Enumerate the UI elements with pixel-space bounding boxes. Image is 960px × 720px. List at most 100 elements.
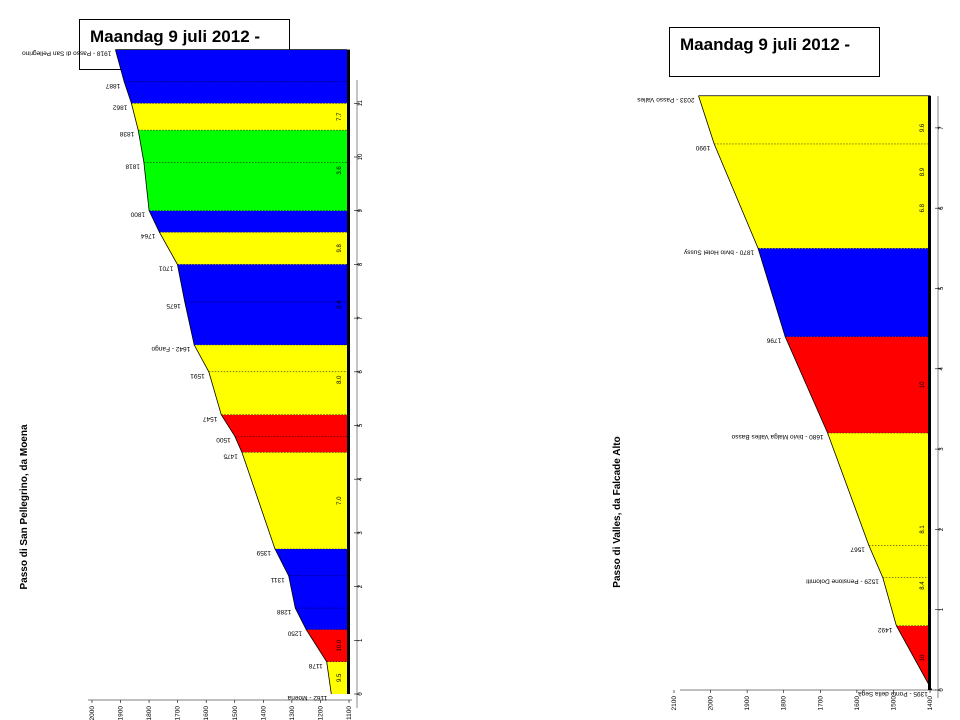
altitude-axis-tick-label: 1600 <box>854 696 861 711</box>
chart-title: Passo di San Pellegrino, da Moena <box>19 424 30 589</box>
km-axis-tick-label: 10 <box>358 153 364 160</box>
altitude-point-label: 1675 <box>166 302 181 309</box>
altitude-point-label: 1800 <box>130 211 145 218</box>
profile-outline <box>698 95 933 691</box>
baseline-bar <box>928 95 931 690</box>
km-axis-tick-label: 4 <box>358 477 364 481</box>
altitude-axis-tick-label: 1400 <box>260 706 267 720</box>
km-axis-tick-label: 2 <box>358 584 364 588</box>
altitude-point-label: 1567 <box>850 545 865 552</box>
profile-segment <box>326 661 347 694</box>
altitude-axis-tick-label: 1700 <box>817 696 824 711</box>
altitude-point-label: 1311 <box>270 576 284 583</box>
grade-label: 9.8 <box>337 243 343 252</box>
altitude-point-label: 1359 <box>256 549 271 556</box>
profile-segment <box>785 336 930 434</box>
profile-outline <box>115 49 332 695</box>
altitude-point-label: 1492 <box>878 626 893 633</box>
profile-segment <box>241 452 347 550</box>
altitude-axis-tick-label: 1800 <box>781 696 788 711</box>
grade-label: 8.4 <box>920 581 926 590</box>
profile-segment <box>221 414 347 453</box>
altitude-point-label: 1838 <box>119 130 134 137</box>
grade-label: 8.4 <box>337 300 343 309</box>
km-axis-tick-label: 9 <box>358 208 364 212</box>
altitude-point-label: 1990 <box>695 144 710 151</box>
altitude-axis-tick-label: 2000 <box>708 696 715 711</box>
profile-segment <box>698 95 930 249</box>
altitude-point-label: 1529 - Pensione Dolomiti <box>806 578 879 585</box>
altitude-axis-tick-label: 1500 <box>890 696 897 711</box>
grade-label: 8.0 <box>337 375 343 384</box>
altitude-axis-tick-label: 1700 <box>175 706 182 720</box>
km-axis-tick-label: 6 <box>358 369 364 373</box>
altitude-point-label: 1547 <box>202 415 217 422</box>
baseline-bar <box>347 49 350 695</box>
altitude-axis-tick-label: 2100 <box>671 696 678 711</box>
km-axis-tick-label: 11 <box>358 100 364 107</box>
km-axis-tick-label: 1 <box>939 607 945 611</box>
km-axis-tick-label: 3 <box>939 447 945 451</box>
altitude-point-label: 1818 <box>125 162 140 169</box>
grade-label: 6.8 <box>920 203 926 212</box>
km-axis-tick-label: 4 <box>939 366 945 370</box>
grade-label: 7.7 <box>337 112 343 121</box>
altitude-axis-tick-label: 1400 <box>927 696 934 711</box>
altitude-point-label: 1796 <box>766 337 781 344</box>
grade-label: 8.1 <box>920 525 926 534</box>
altitude-axis-tick-label: 1500 <box>232 706 239 720</box>
km-axis-tick-label: 7 <box>358 316 364 320</box>
altitude-point-label: 1475 <box>223 452 238 459</box>
profile-segment <box>131 103 347 131</box>
date-label-right: Maandag 9 juli 2012 - <box>669 27 880 77</box>
altitude-point-label: 1701 <box>159 264 174 271</box>
profile-segment <box>275 549 347 630</box>
altitude-point-label: 1162 - Moena <box>287 694 327 701</box>
altitude-point-label: 1250 <box>287 630 302 637</box>
km-axis-tick-label: 5 <box>358 423 364 427</box>
profile-segment <box>149 210 347 233</box>
altitude-point-label: 1500 <box>216 436 231 443</box>
altitude-point-label: 1642 - Fango <box>151 345 190 352</box>
altitude-point-label: 1680 - bivio Malga Valles Basso <box>731 433 823 440</box>
altitude-axis-tick-label: 1300 <box>289 706 296 720</box>
altitude-point-label: 1918 - Passo di San Pellegrino <box>22 50 112 57</box>
grade-label: 10 <box>920 381 926 388</box>
profile-segment <box>138 130 347 211</box>
altitude-point-label: 1887 <box>105 82 120 89</box>
profile-segment <box>194 344 347 415</box>
altitude-point-label: 1764 <box>141 232 156 239</box>
profile-segment <box>177 264 347 345</box>
altitude-point-label: 1862 <box>113 103 128 110</box>
altitude-point-label: 1178 <box>308 662 322 669</box>
profile-segment <box>827 433 930 626</box>
grade-label: 8.9 <box>920 167 926 176</box>
km-axis-tick-label: 5 <box>939 286 945 290</box>
km-axis-tick-label: 2 <box>939 527 945 531</box>
km-axis-tick-label: 8 <box>358 262 364 266</box>
altitude-axis-tick-label: 1200 <box>317 706 324 720</box>
profile-segment <box>306 629 347 662</box>
km-axis-tick-label: 7 <box>939 126 945 130</box>
profile-segment <box>758 248 930 337</box>
altitude-point-label: 2033 - Passo Valles <box>636 96 694 103</box>
profile-segment <box>115 49 348 104</box>
chart-title: Passo di Valles, da Falcade Alto <box>612 436 623 587</box>
altitude-point-label: 1395 - Ponte della Segà <box>858 690 928 697</box>
grade-label: 3.6 <box>337 166 343 175</box>
chart-2: 1395 - Ponte della Segà 1492 1529 - Pensio… <box>612 95 945 711</box>
km-axis-tick-label: 3 <box>358 531 364 535</box>
altitude-axis-tick-label: 2000 <box>89 706 96 720</box>
km-axis-tick-label: 1 <box>358 638 364 642</box>
altitude-axis-tick-label: 1900 <box>118 706 125 720</box>
grade-label: 7.0 <box>337 496 343 505</box>
km-axis-tick-label: 0 <box>358 692 364 696</box>
altitude-axis-tick-label: 1800 <box>146 706 153 720</box>
altitude-point-label: 1870 - bivio Hotel Sussy <box>683 248 754 255</box>
km-axis-tick-label: 6 <box>939 206 945 210</box>
km-axis-tick-label: 0 <box>939 688 945 692</box>
grade-label: 10.0 <box>337 639 343 651</box>
altitude-axis-tick-label: 1600 <box>203 706 210 720</box>
profile-segment <box>159 232 347 265</box>
